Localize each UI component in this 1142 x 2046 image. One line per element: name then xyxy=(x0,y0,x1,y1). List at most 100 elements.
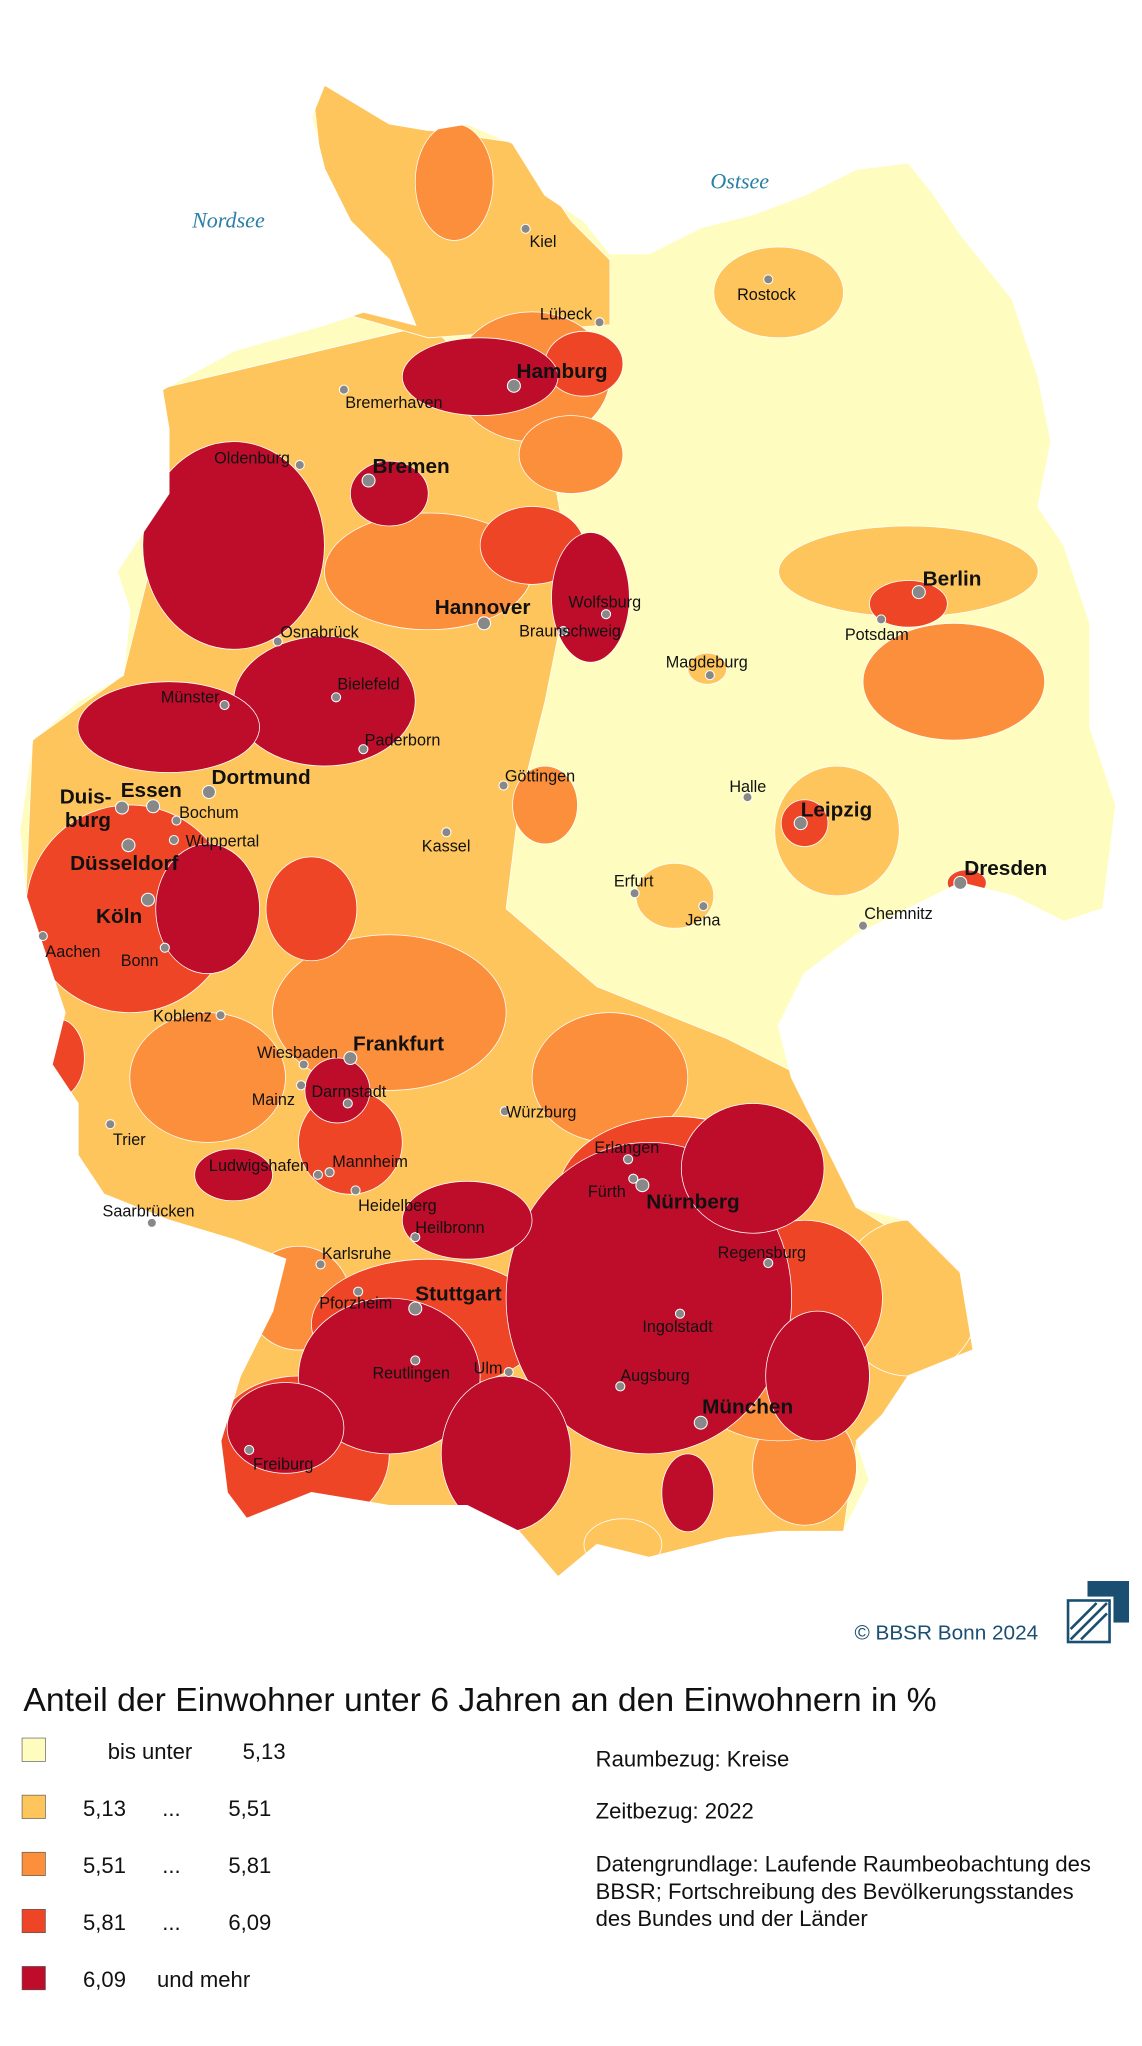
district-class-3 xyxy=(265,856,358,962)
city-dot xyxy=(408,1301,423,1316)
city-dot xyxy=(704,670,715,681)
city-label: Magdeburg xyxy=(666,653,748,671)
city-label: Ulm xyxy=(474,1359,503,1377)
legend-lower: 5,51 xyxy=(83,1853,126,1878)
major-city-label: Essen xyxy=(121,779,182,802)
districts xyxy=(19,84,1117,1578)
major-city-label-line: Duis- xyxy=(60,786,112,809)
city-dot xyxy=(615,1381,626,1392)
district-class-2 xyxy=(518,415,624,494)
district-class-2 xyxy=(862,622,1046,741)
city-dot xyxy=(763,274,774,285)
district-class-1 xyxy=(713,246,844,339)
city-label: Göttingen xyxy=(505,768,575,786)
city-label: Aachen xyxy=(45,943,100,961)
city-dot xyxy=(594,317,605,328)
city-dot xyxy=(742,792,753,803)
district-class-4 xyxy=(765,1310,870,1442)
legend-sep: ... xyxy=(162,1853,180,1878)
note-datengrundlage: des Bundes und der Länder xyxy=(596,1906,868,1931)
city-dot xyxy=(600,609,612,620)
city-dot xyxy=(503,1367,514,1378)
city-label: Erfurt xyxy=(614,873,654,891)
city-dot xyxy=(674,1308,686,1319)
note-datengrundlage: Datengrundlage: Laufende Raumbeobachtung… xyxy=(596,1852,1091,1877)
city-label: Koblenz xyxy=(153,1008,212,1026)
legend-lower: 5,81 xyxy=(83,1910,126,1935)
city-dot xyxy=(294,459,305,471)
city-label: Potsdam xyxy=(845,626,909,644)
city-label: Freiburg xyxy=(253,1455,313,1473)
city-dot xyxy=(146,799,161,814)
legend-swatch xyxy=(21,1794,46,1819)
city-label: Darmstadt xyxy=(311,1083,386,1101)
district-class-1 xyxy=(774,765,900,897)
city-dot xyxy=(358,744,369,755)
major-city-label: Dresden xyxy=(964,857,1047,880)
city-dot xyxy=(353,1286,364,1297)
city-dot xyxy=(361,473,376,488)
city-label: Erlangen xyxy=(594,1139,659,1157)
district-class-2 xyxy=(414,123,494,241)
city-dot xyxy=(338,384,349,395)
city-dot xyxy=(558,626,569,637)
district-class-4 xyxy=(680,1103,825,1234)
city-dot xyxy=(146,1217,157,1228)
legend-sep: ... xyxy=(162,1796,180,1821)
city-dot xyxy=(324,1167,335,1178)
bbsr-logo xyxy=(1066,1581,1130,1644)
city-label: Wuppertal xyxy=(186,833,260,851)
major-city-label: Düsseldorf xyxy=(70,852,178,875)
city-dot xyxy=(793,816,808,831)
major-city-label: München xyxy=(702,1396,793,1419)
copyright: © BBSR Bonn 2024 xyxy=(854,1621,1038,1644)
district-class-4 xyxy=(401,1180,533,1260)
city-dot xyxy=(114,800,129,815)
city-label: Heidelberg xyxy=(358,1197,436,1215)
city-label: Münster xyxy=(161,688,220,706)
district-class-4 xyxy=(77,681,260,773)
district-class-4 xyxy=(298,1297,481,1455)
city-dot xyxy=(140,892,155,907)
city-dot xyxy=(506,378,521,393)
city-label: Mannheim xyxy=(332,1153,408,1171)
legend-swatch xyxy=(21,1909,46,1934)
note-zeitbezug: Zeitbezug: 2022 xyxy=(596,1799,754,1824)
city-dot xyxy=(635,1178,650,1193)
district-class-4 xyxy=(155,843,260,975)
germany-outline xyxy=(18,83,1117,1579)
major-city-label: Duis-burg xyxy=(60,786,112,832)
city-dot xyxy=(342,1098,353,1109)
city-dot xyxy=(698,901,709,912)
major-city-label: Köln xyxy=(96,905,142,928)
major-city-label: Bremen xyxy=(372,455,449,478)
legend-upper: 6,09 xyxy=(228,1910,271,1935)
major-city-label: Berlin xyxy=(923,568,982,591)
city-dot xyxy=(215,1010,226,1021)
city-dot xyxy=(876,614,887,625)
city-label: Karlsruhe xyxy=(322,1245,391,1263)
city-label: Kassel xyxy=(422,838,471,856)
city-dot xyxy=(693,1415,708,1430)
major-city-label: Hannover xyxy=(435,596,531,619)
city-label: Oldenburg xyxy=(214,450,290,468)
district-class-4 xyxy=(194,1148,273,1202)
legend-lower: 5,13 xyxy=(83,1796,126,1821)
district-class-1 xyxy=(687,652,728,685)
district-class-4 xyxy=(142,441,325,650)
city-dot xyxy=(410,1232,421,1243)
city-dot xyxy=(410,1355,421,1366)
labels: Nordsee Ostsee Hamburg Bremen Hannover Berlin… xyxy=(37,169,1047,1473)
city-label: Bochum xyxy=(179,804,239,822)
legend-upper: 5,81 xyxy=(228,1853,271,1878)
district-class-2 xyxy=(129,1012,286,1143)
district-class-3 xyxy=(32,1018,85,1098)
city-label: Bonn xyxy=(121,952,159,970)
city-dot xyxy=(272,636,283,647)
city-label: Bielefeld xyxy=(337,675,399,693)
legend-upper: 5,51 xyxy=(228,1796,271,1821)
city-label: Ingolstadt xyxy=(642,1318,713,1336)
legend-label: und mehr xyxy=(157,1967,250,1992)
